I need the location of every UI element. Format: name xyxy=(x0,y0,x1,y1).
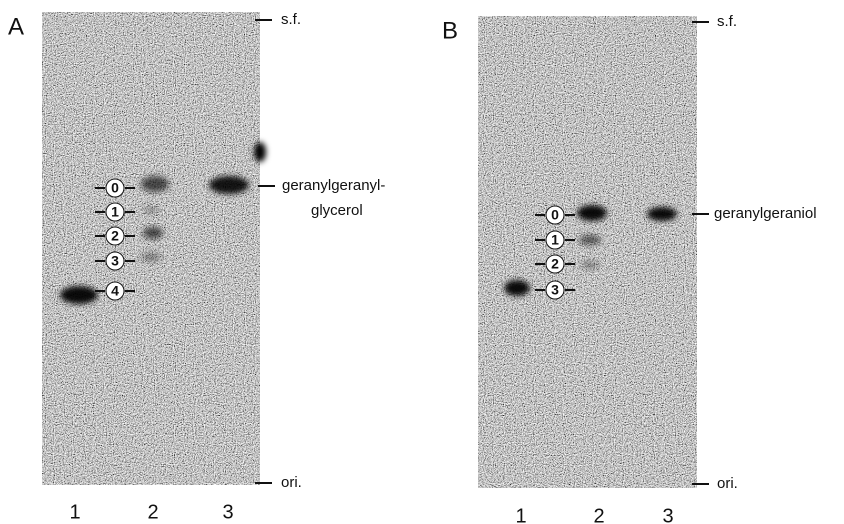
spot-circle xyxy=(545,205,565,225)
spot-number: 3 xyxy=(111,253,119,269)
lane-label: 2 xyxy=(147,501,158,523)
lane-label: 3 xyxy=(222,501,233,523)
spot-number: 1 xyxy=(551,232,559,248)
tlc-plate xyxy=(42,12,260,485)
spot-circle xyxy=(105,202,125,222)
product-label: geranylgeranyl- xyxy=(282,177,385,194)
spot-number: 2 xyxy=(551,256,559,272)
spots xyxy=(60,142,266,304)
spot-circle xyxy=(105,226,125,246)
spot-circle xyxy=(545,280,565,300)
product-label: geranylgeraniol xyxy=(714,205,817,222)
marker-label: s.f. xyxy=(281,11,301,28)
spot-circle xyxy=(105,178,125,198)
spot-number: 2 xyxy=(111,228,119,244)
marker-label: ori. xyxy=(717,475,738,492)
lane-label: 1 xyxy=(69,501,80,523)
panel-a: A s.f. ori. geranylgeranyl- glycerol 0 1 2… xyxy=(8,11,385,523)
spot-circle xyxy=(105,281,125,301)
spot-circle xyxy=(545,254,565,274)
spot-number: 4 xyxy=(111,283,119,299)
product-label: glycerol xyxy=(311,202,363,219)
spot-circle xyxy=(545,230,565,250)
marker-label: ori. xyxy=(281,474,302,491)
spot-number: 1 xyxy=(111,204,119,220)
panel-label: B xyxy=(442,17,458,44)
spot-numbers: 0 1 2 3 4 xyxy=(95,178,135,301)
tlc-plate xyxy=(478,16,697,488)
spot-number: 0 xyxy=(111,180,119,196)
lane-label: 3 xyxy=(662,505,673,524)
spots xyxy=(504,205,677,296)
spot-circle xyxy=(105,251,125,271)
spot-number: 3 xyxy=(551,282,559,298)
panel-b: B s.f. ori. geranylgeraniol 0 1 2 3 1 2 3 xyxy=(442,13,817,524)
spot-numbers: 0 1 2 3 xyxy=(535,205,575,300)
lane-label: 2 xyxy=(593,505,604,524)
panel-label: A xyxy=(8,13,24,40)
spot-number: 0 xyxy=(551,207,559,223)
marker-label: s.f. xyxy=(717,13,737,30)
lane-label: 1 xyxy=(515,505,526,524)
